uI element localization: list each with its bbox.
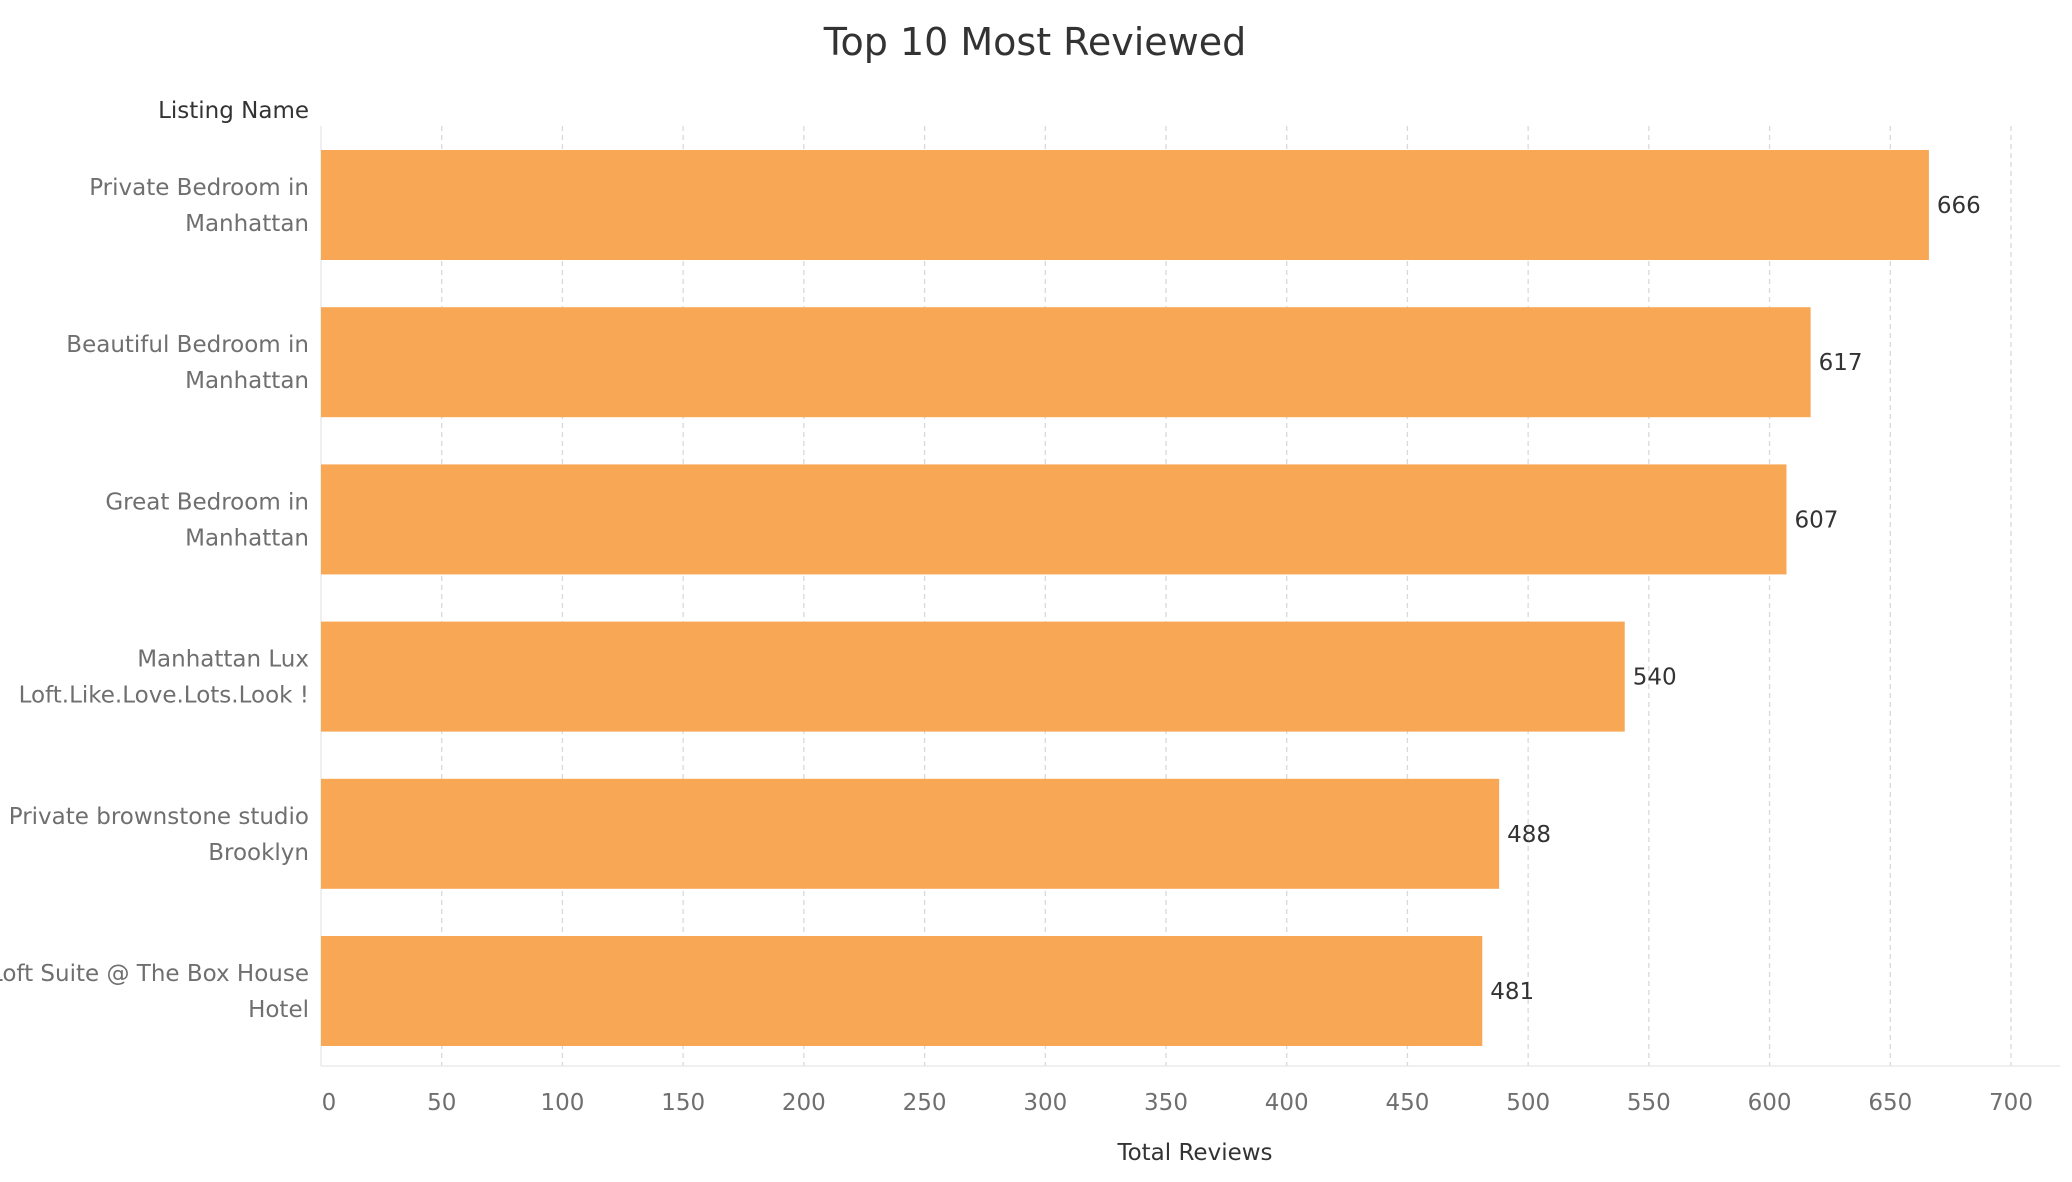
category-label: Manhattan (185, 525, 309, 551)
x-tick-label: 50 (427, 1090, 456, 1116)
category-label: Manhattan Lux (137, 647, 309, 673)
x-tick-label: 150 (661, 1090, 705, 1116)
bar-value-label: 540 (1633, 665, 1677, 691)
value-labels: 666 617 607 540 488 481 (1490, 193, 1981, 1005)
x-tick-label: 0 (322, 1090, 337, 1116)
bar-value-label: 481 (1490, 979, 1534, 1005)
category-label: Loft.Like.Love.Lots.Look ! (19, 683, 309, 709)
category-label: Manhattan (185, 211, 309, 237)
x-tick-label: 300 (1023, 1090, 1067, 1116)
category-label: Loft Suite @ The Box House (0, 961, 309, 987)
category-labels: Private Bedroom in Manhattan Beautiful Bed… (0, 175, 309, 1023)
x-tick-label: 700 (1989, 1090, 2033, 1116)
x-tick-label: 100 (540, 1090, 584, 1116)
bar-value-label: 488 (1507, 822, 1551, 848)
x-tick-label: 650 (1868, 1090, 1912, 1116)
category-label: Private brownstone studio (9, 804, 309, 830)
category-label: Brooklyn (208, 840, 309, 866)
bar (321, 621, 1625, 732)
gridlines (320, 126, 2060, 1067)
row-header: Listing Name (158, 98, 309, 124)
chart-title: Top 10 Most Reviewed (823, 20, 1247, 64)
x-tick-label: 350 (1144, 1090, 1188, 1116)
bar-value-label: 666 (1937, 193, 1981, 219)
x-tick-label: 400 (1265, 1090, 1309, 1116)
bars (321, 150, 1929, 1046)
x-tick-label: 600 (1748, 1090, 1792, 1116)
bar (321, 464, 1787, 575)
category-label: Great Bedroom in (105, 489, 309, 515)
bar (321, 307, 1811, 418)
x-axis-ticks: 0 50 100 150 200 250 300 350 400 450 500 550 600 650 7… (322, 1090, 2033, 1116)
x-tick-label: 550 (1627, 1090, 1671, 1116)
bar-value-label: 607 (1794, 507, 1838, 533)
bar (321, 778, 1500, 889)
bar-value-label: 617 (1819, 350, 1863, 376)
x-tick-label: 250 (903, 1090, 947, 1116)
x-axis-title: Total Reviews (1116, 1140, 1272, 1166)
x-tick-label: 450 (1385, 1090, 1429, 1116)
bar (321, 150, 1929, 260)
x-tick-label: 200 (782, 1090, 826, 1116)
category-label: Beautiful Bedroom in (66, 332, 309, 358)
category-label: Manhattan (185, 368, 309, 394)
category-label: Private Bedroom in (89, 175, 309, 201)
category-label: Hotel (248, 997, 309, 1023)
bar (321, 936, 1483, 1046)
x-tick-label: 500 (1506, 1090, 1550, 1116)
